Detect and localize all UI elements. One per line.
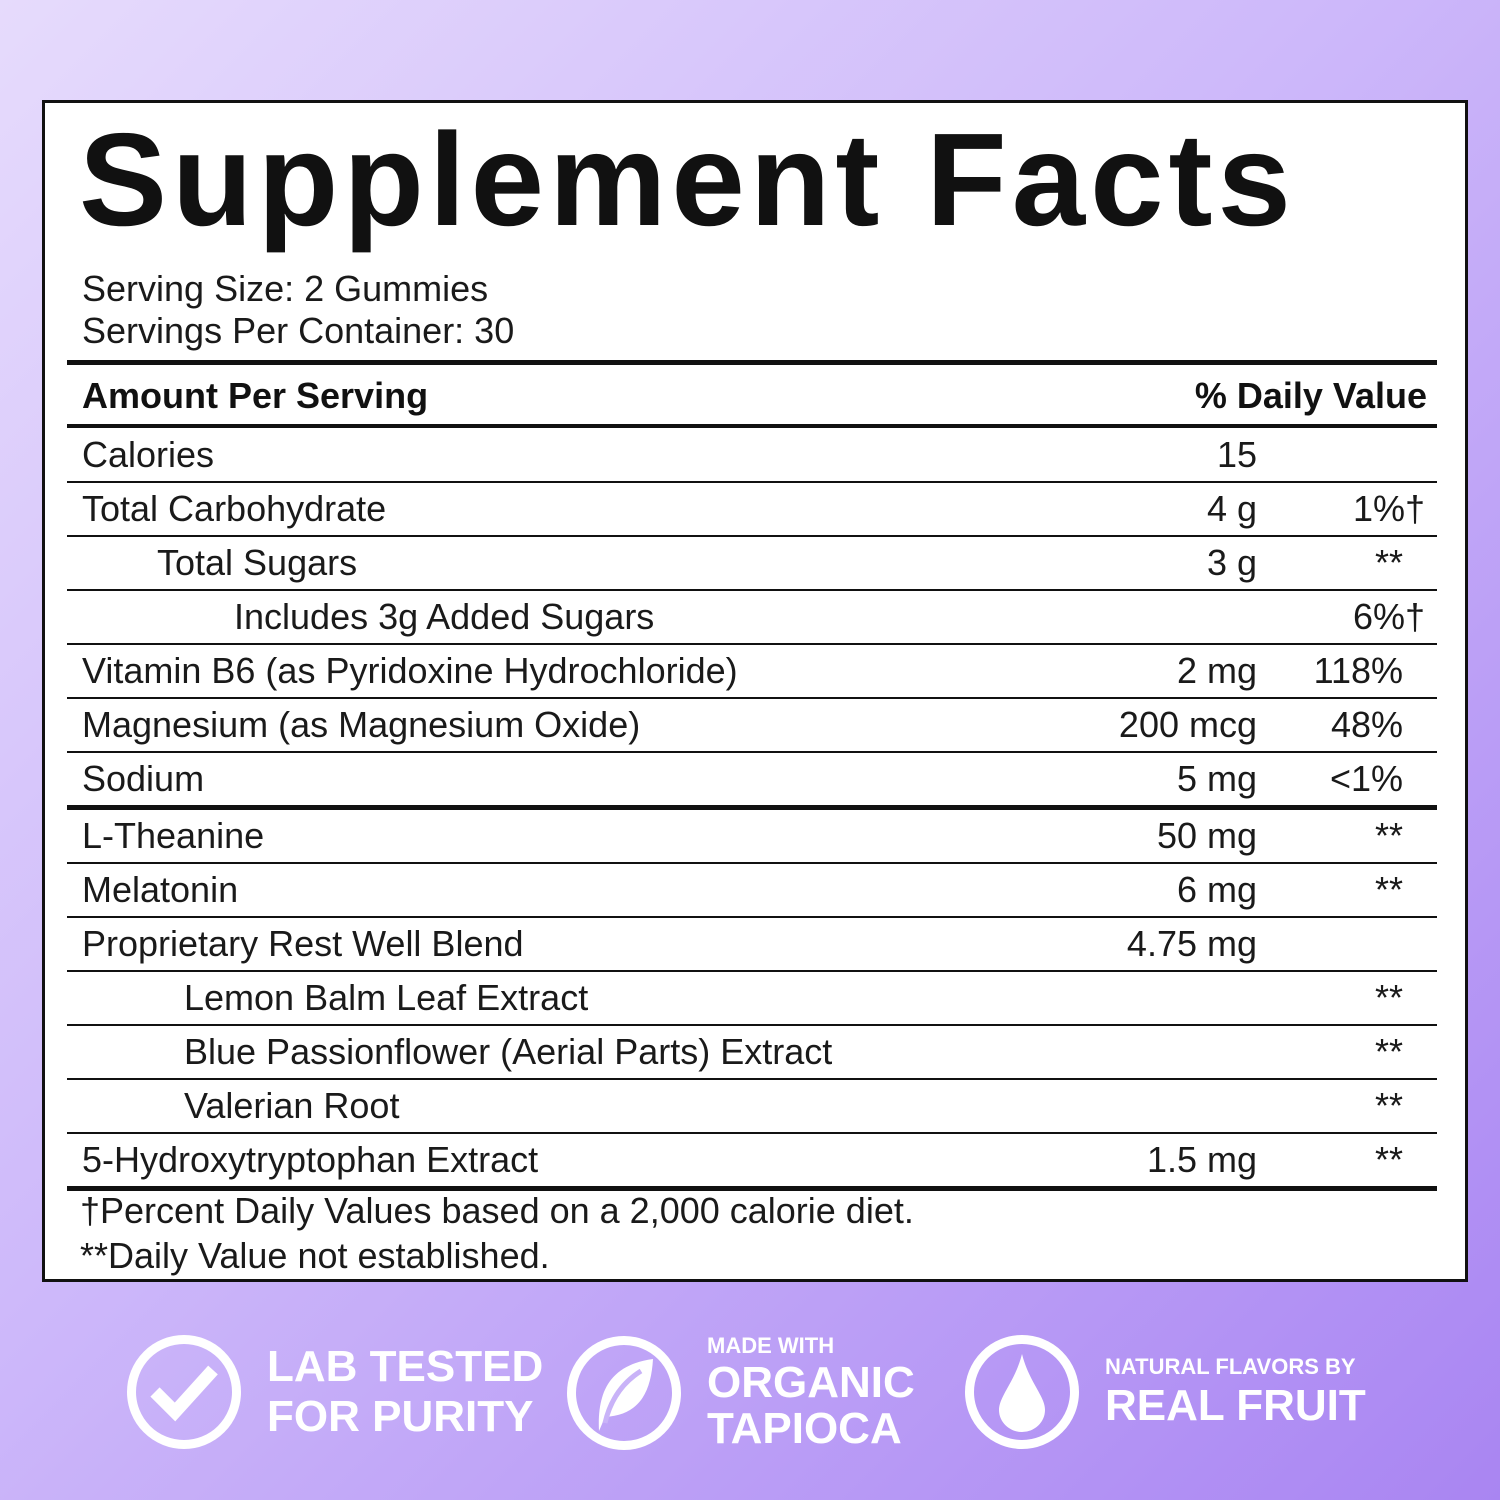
- nutrient-daily-value: 118%: [1313, 650, 1403, 691]
- nutrient-amount: 3 g: [1206, 542, 1257, 583]
- table-row: 5-Hydroxytryptophan Extract 1.5 mg **: [67, 1133, 1437, 1186]
- nutrient-amount: 15: [1216, 434, 1257, 475]
- nutrient-name: Lemon Balm Leaf Extract: [184, 977, 589, 1018]
- nutrient-daily-value: **: [1374, 977, 1403, 1018]
- divider: [67, 805, 1437, 810]
- nutrient-name: L-Theanine: [82, 815, 265, 856]
- divider: [67, 697, 1437, 699]
- nutrient-name: Calories: [82, 434, 215, 475]
- table-row: Calories 15: [67, 428, 1437, 481]
- nutrient-amount: 6 mg: [1176, 869, 1257, 910]
- divider: [67, 360, 1437, 365]
- amount-header: Amount Per Serving: [82, 375, 429, 416]
- table-row: Proprietary Rest Well Blend 4.75 mg: [67, 917, 1437, 970]
- nutrient-daily-value: **: [1374, 869, 1403, 910]
- table-row: Total Carbohydrate 4 g 1%†: [67, 482, 1437, 535]
- divider: [67, 751, 1437, 753]
- footnote-not-established: **Daily Value not established.: [80, 1235, 550, 1276]
- nutrient-daily-value: <1%: [1329, 758, 1403, 799]
- nutrient-amount: 50 mg: [1156, 815, 1257, 856]
- table-row: Melatonin 6 mg **: [67, 863, 1437, 916]
- divider: [67, 535, 1437, 537]
- nutrient-daily-value: **: [1374, 1139, 1403, 1180]
- table-header: Amount Per Serving % Daily Value: [82, 375, 1427, 417]
- divider: [67, 589, 1437, 591]
- servings-per-container: Servings Per Container: 30: [82, 310, 515, 351]
- badge-real-fruit: NATURAL FLAVORS BY REAL FRUIT: [965, 1335, 1366, 1449]
- serving-size: Serving Size: 2 Gummies: [82, 268, 489, 309]
- divider: [67, 1024, 1437, 1026]
- leaf-icon: [567, 1336, 681, 1450]
- nutrient-daily-value: **: [1374, 815, 1403, 856]
- badge-line: TAPIOCA: [707, 1404, 902, 1453]
- nutrient-name: 5-Hydroxytryptophan Extract: [82, 1139, 539, 1180]
- badge-small: MADE WITH: [707, 1333, 835, 1358]
- dv-header: % Daily Value: [1194, 375, 1427, 416]
- divider: [67, 1186, 1437, 1191]
- table-row: Valerian Root **: [67, 1079, 1437, 1132]
- table-row: Blue Passionflower (Aerial Parts) Extrac…: [67, 1025, 1437, 1078]
- divider: [67, 424, 1437, 428]
- table-row: Includes 3g Added Sugars 6%†: [67, 590, 1437, 643]
- nutrient-name: Blue Passionflower (Aerial Parts) Extrac…: [184, 1031, 833, 1072]
- divider: [67, 916, 1437, 918]
- nutrient-name: Vitamin B6 (as Pyridoxine Hydrochloride): [82, 650, 738, 691]
- nutrient-amount: 4.75 mg: [1126, 923, 1257, 964]
- table-row: Lemon Balm Leaf Extract **: [67, 971, 1437, 1024]
- table-row: Sodium 5 mg <1%: [67, 752, 1437, 805]
- divider: [67, 1078, 1437, 1080]
- nutrient-daily-value: **: [1374, 542, 1403, 583]
- badge-line: ORGANIC: [707, 1358, 915, 1407]
- nutrient-daily-value: **: [1374, 1085, 1403, 1126]
- nutrient-daily-value: 6%†: [1352, 596, 1425, 637]
- badge-line: FOR PURITY: [267, 1392, 534, 1441]
- nutrient-amount: 2 mg: [1176, 650, 1257, 691]
- table-row: Vitamin B6 (as Pyridoxine Hydrochloride)…: [67, 644, 1437, 697]
- label-title: Supplement Facts: [79, 106, 1296, 253]
- badge-small: NATURAL FLAVORS BY: [1105, 1354, 1356, 1379]
- check-circle-icon: [127, 1335, 241, 1449]
- divider: [67, 643, 1437, 645]
- drop-icon: [965, 1335, 1079, 1449]
- divider: [67, 1132, 1437, 1134]
- badge-organic-tapioca: MADE WITH ORGANIC TAPIOCA: [567, 1335, 915, 1451]
- table-row: Total Sugars 3 g **: [67, 536, 1437, 589]
- nutrient-amount: 5 mg: [1176, 758, 1257, 799]
- divider: [67, 862, 1437, 864]
- divider: [67, 481, 1437, 483]
- nutrient-name: Includes 3g Added Sugars: [234, 596, 655, 637]
- divider: [67, 970, 1437, 972]
- nutrient-daily-value: **: [1374, 1031, 1403, 1072]
- nutrient-name: Melatonin: [82, 869, 239, 910]
- nutrient-amount: 200 mcg: [1118, 704, 1257, 745]
- table-row: L-Theanine 50 mg **: [67, 809, 1437, 862]
- badge-line: LAB TESTED: [267, 1342, 544, 1391]
- nutrient-name: Total Carbohydrate: [82, 488, 387, 529]
- nutrient-daily-value: 48%: [1330, 704, 1403, 745]
- nutrient-name: Magnesium (as Magnesium Oxide): [82, 704, 641, 745]
- nutrient-name: Valerian Root: [184, 1085, 400, 1126]
- nutrient-amount: 1.5 mg: [1146, 1139, 1257, 1180]
- nutrient-name: Total Sugars: [157, 542, 358, 583]
- table-row: Magnesium (as Magnesium Oxide) 200 mcg 48%: [67, 698, 1437, 751]
- nutrient-daily-value: 1%†: [1352, 488, 1425, 529]
- badge-line: REAL FRUIT: [1105, 1381, 1366, 1430]
- footnote-dv: †Percent Daily Values based on a 2,000 c…: [80, 1190, 914, 1231]
- supplement-facts-label: Supplement Facts Serving Size: 2 Gummies…: [42, 100, 1468, 1282]
- nutrient-name: Sodium: [82, 758, 205, 799]
- badge-lab-tested: LAB TESTED FOR PURITY: [127, 1335, 543, 1449]
- nutrient-amount: 4 g: [1206, 488, 1257, 529]
- nutrient-name: Proprietary Rest Well Blend: [82, 923, 524, 964]
